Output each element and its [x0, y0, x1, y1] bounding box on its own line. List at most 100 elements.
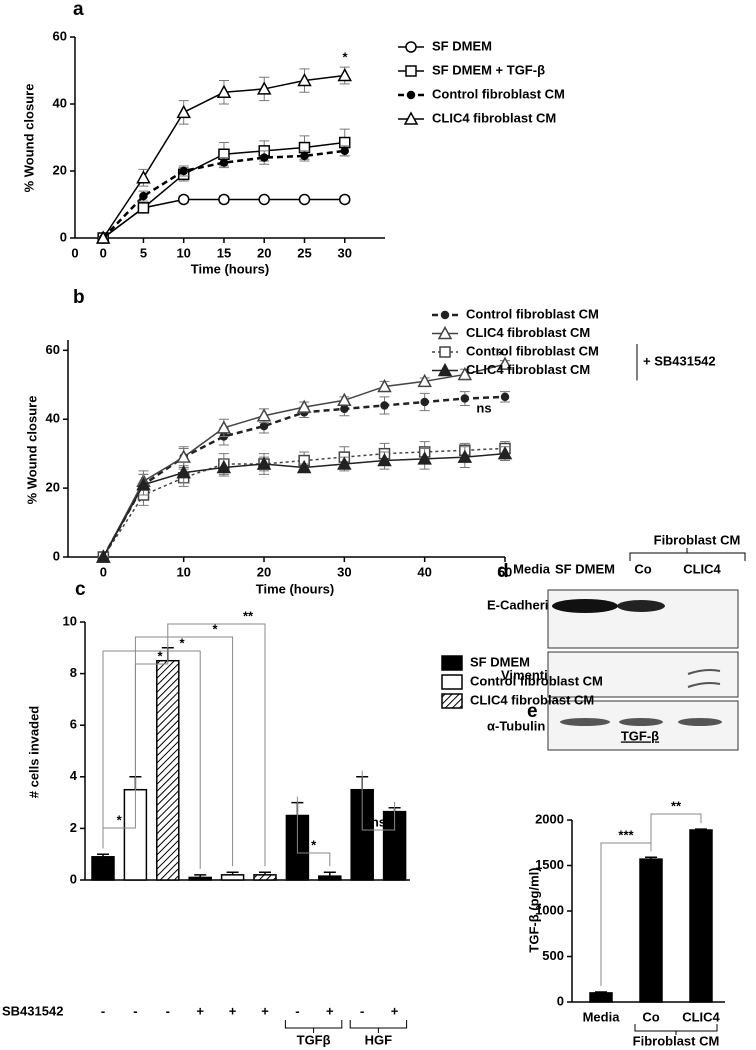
panel-letter: d: [497, 561, 509, 582]
legend-swatch: [441, 674, 463, 690]
marker: [296, 399, 312, 413]
y-axis-label: # cells invaded: [26, 706, 41, 799]
marker: [177, 193, 190, 206]
marker: [497, 446, 513, 460]
group-bracket: [634, 1024, 718, 1035]
media-label: Media: [513, 561, 551, 576]
panel-letter: e: [527, 701, 538, 722]
band: [678, 718, 722, 726]
y-tick-label: 0: [557, 993, 564, 1008]
annotation: ns: [371, 814, 386, 829]
significance-bracket: [167, 623, 266, 867]
legend-label: SF DMEM + TGF-β: [432, 62, 545, 77]
marker: [179, 166, 188, 176]
marker: [457, 449, 473, 463]
y-tick-label: 2000: [535, 811, 564, 826]
row-value: +: [229, 1003, 237, 1018]
significance-bracket: [296, 796, 331, 867]
legend-label: Control fibroblast CM: [466, 343, 599, 358]
y-tick-label: 60: [53, 28, 67, 43]
y-axis-label: % Wound closure: [21, 84, 36, 193]
legend-label: Control fibroblast CM: [432, 86, 565, 101]
marker: [340, 404, 349, 414]
y-tick-label: 4: [70, 768, 78, 783]
marker: [460, 394, 470, 403]
legend-label: CLIC4 fibroblast CM: [432, 110, 556, 125]
bar: [91, 856, 115, 881]
legend-marker: [403, 111, 419, 125]
marker: [338, 193, 351, 206]
y-tick-label: 1000: [535, 902, 564, 917]
legend-marker: [406, 90, 416, 100]
row-value: +: [326, 1003, 334, 1018]
marker: [176, 104, 191, 119]
group-label: TGFβ: [297, 1032, 331, 1047]
row-label: Vimentin: [501, 667, 556, 682]
x-tick-label: 15: [217, 245, 231, 260]
marker: [297, 72, 312, 87]
marker: [136, 170, 151, 184]
x-tick-label: 10: [176, 245, 190, 260]
y-tick-label: 1500: [535, 857, 564, 872]
x-tick-label: 50: [498, 564, 512, 579]
marker: [137, 202, 150, 214]
legend-label: Control fibroblast CM: [470, 673, 603, 688]
x-axis-label: Time (hours): [191, 261, 270, 276]
x-tick-label: CLIC4: [682, 1009, 720, 1024]
series-line: [102, 395, 506, 558]
annotation: *: [311, 837, 317, 852]
annotation: *: [117, 812, 123, 827]
panel-letter: a: [73, 0, 84, 20]
marker: [256, 456, 272, 470]
legend-marker: [437, 362, 453, 377]
marker: [337, 67, 353, 82]
x-tick-label: 10: [176, 564, 190, 579]
row-value: -: [133, 1003, 137, 1018]
legend-swatch: [441, 655, 463, 671]
legend-label: Control fibroblast CM: [466, 306, 599, 321]
x-tick-label: 0: [100, 564, 107, 579]
marker: [256, 81, 272, 95]
legend-marker: [405, 41, 417, 53]
marker: [340, 146, 349, 156]
marker: [296, 459, 312, 474]
row-value: -: [295, 1003, 299, 1018]
significance-bracket: [134, 636, 234, 867]
legend-label: SF DMEM: [470, 654, 530, 669]
band: [552, 599, 618, 613]
legend-marker: [405, 65, 417, 77]
x-tick-label: 20: [257, 564, 271, 579]
x-axis-label: Time (hours): [256, 581, 335, 596]
y-tick-label: 8: [70, 665, 77, 680]
group-bracket: [284, 1020, 343, 1033]
annotation: *: [498, 347, 504, 362]
legend-label: SF DMEM: [432, 38, 492, 53]
marker: [216, 84, 232, 99]
annotation: *: [342, 49, 348, 64]
y-axis-label: % Wound closure: [24, 396, 39, 505]
legend-label: CLIC4 fibroblast CM: [466, 362, 590, 377]
panel-letter: c: [75, 579, 86, 600]
panel-letter: b: [73, 287, 85, 308]
lane-label: Co: [634, 561, 651, 576]
marker: [219, 158, 229, 167]
band: [687, 682, 721, 688]
lane-label: SF DMEM: [555, 561, 615, 576]
bar: [156, 659, 180, 881]
x-tick-label: 0: [100, 245, 107, 260]
group-label: HGF: [365, 1032, 393, 1047]
marker: [500, 392, 510, 402]
band: [687, 669, 721, 675]
y-tick-label: 20: [46, 480, 60, 495]
annotation: *: [179, 635, 185, 650]
x-tick-label: 20: [257, 245, 271, 260]
marker: [417, 451, 432, 465]
bar: [318, 875, 342, 881]
y-tick-label: 500: [542, 948, 564, 963]
x-tick-label: Media: [583, 1009, 621, 1024]
bar: [639, 858, 663, 1003]
marker: [417, 373, 432, 388]
blot-strip: [547, 589, 739, 649]
annotation: ***: [618, 827, 634, 842]
